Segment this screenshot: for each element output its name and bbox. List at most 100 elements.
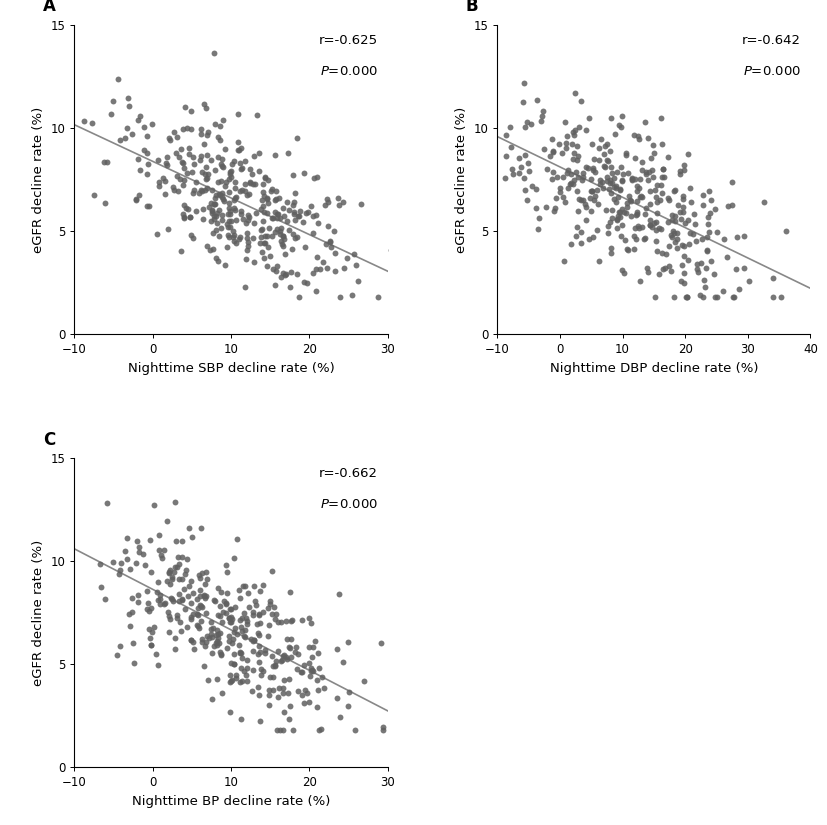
Point [158,187,171,200]
Point [259,170,272,183]
Point [767,290,780,304]
Point [152,544,165,557]
Point [252,165,265,178]
Point [621,243,634,257]
Point [473,151,486,164]
Point [639,201,653,214]
Point [219,597,232,610]
Point [605,186,618,200]
Point [559,141,572,154]
Point [203,243,217,257]
Point [208,117,222,130]
Point [556,146,569,159]
Point [170,611,184,625]
Point [249,177,262,190]
Point [545,133,558,146]
Point [276,649,289,662]
Point [285,243,299,256]
Point [578,197,591,210]
Point [677,276,691,290]
Point [253,639,266,652]
Point [315,671,328,684]
Point [677,163,691,177]
Point [98,156,111,169]
Point [691,257,704,271]
Point [257,189,270,202]
Point [283,585,296,598]
Point [519,184,532,197]
Point [227,625,241,639]
Point [641,262,654,275]
Point [187,635,200,648]
Point [141,596,155,610]
Point [179,201,193,214]
Point [263,671,276,684]
Point [721,251,734,264]
Point [608,127,621,140]
Point [698,273,711,286]
Point [269,194,282,207]
Point [178,211,191,224]
Point [617,167,630,181]
Point [302,611,315,625]
Point [147,499,160,512]
Y-axis label: eGFR decline rate (%): eGFR decline rate (%) [32,540,45,686]
Point [673,165,686,178]
Point [250,206,263,219]
Point [94,557,108,570]
Point [307,226,320,239]
Point [200,239,213,252]
Point [253,236,266,249]
Point [244,163,257,176]
Point [676,238,689,252]
Point [328,264,342,277]
Point [170,609,184,622]
Point [180,553,194,566]
Point [183,210,196,224]
Point [700,262,713,275]
Point [320,262,333,275]
Point [290,662,304,676]
Point [241,586,255,599]
Point [280,196,294,209]
Point [227,551,241,564]
Point [173,572,186,585]
Point [580,213,593,226]
Point [635,155,648,168]
Point [321,192,334,205]
Point [279,248,292,261]
Point [569,229,582,243]
Point [213,610,227,623]
Point [165,573,179,586]
Point [180,620,194,634]
Text: C: C [43,431,55,449]
Point [222,229,235,242]
Point [597,147,610,160]
Point [170,534,183,547]
Point [476,92,490,105]
Point [255,224,268,237]
Point [196,203,209,216]
Point [184,613,198,626]
Point [162,567,175,580]
Point [613,182,626,196]
Point [560,167,573,180]
Point [261,206,274,219]
Point [269,659,282,672]
Point [468,58,481,71]
Point [198,578,212,591]
Point [650,244,663,257]
Point [628,229,641,243]
Point [311,673,324,686]
Point [229,237,242,250]
Point [213,636,226,649]
Point [200,172,213,186]
Point [710,225,724,238]
Point [311,700,324,714]
Point [314,723,327,736]
Point [207,209,220,222]
Point [229,600,242,613]
Point [600,153,614,167]
Point [548,202,562,215]
Point [709,290,722,304]
